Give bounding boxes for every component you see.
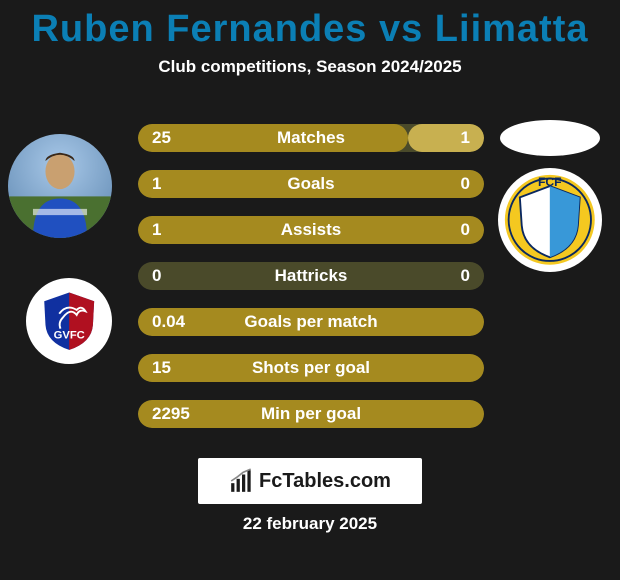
stat-label: Assists xyxy=(138,220,484,240)
svg-text:FCF: FCF xyxy=(538,175,562,189)
stat-value-right: 0 xyxy=(461,220,470,240)
stat-value-right: 1 xyxy=(461,128,470,148)
player-avatar-left xyxy=(8,134,112,238)
stat-bar: 2295Min per goal xyxy=(138,400,484,428)
stat-label: Shots per goal xyxy=(138,358,484,378)
club-badge-right: FCF xyxy=(498,168,602,272)
stat-label: Matches xyxy=(138,128,484,148)
stat-label: Goals per match xyxy=(138,312,484,332)
club-crest-left-icon: GVFC xyxy=(38,290,100,352)
footer-date: 22 february 2025 xyxy=(0,514,620,534)
brand-name: FcTables.com xyxy=(259,470,391,493)
player-photo-icon xyxy=(8,134,112,238)
stat-bar: 1Assists0 xyxy=(138,216,484,244)
svg-text:GVFC: GVFC xyxy=(53,329,84,341)
player-avatar-right-placeholder xyxy=(500,120,600,156)
stat-bar: 0.04Goals per match xyxy=(138,308,484,336)
stat-label: Min per goal xyxy=(138,404,484,424)
stat-bars-container: 25Matches11Goals01Assists00Hattricks00.0… xyxy=(138,124,484,446)
club-badge-left: GVFC xyxy=(26,278,112,364)
club-crest-right-icon: FCF xyxy=(503,173,597,267)
stat-bar: 0Hattricks0 xyxy=(138,262,484,290)
page-subtitle: Club competitions, Season 2024/2025 xyxy=(0,57,620,77)
stat-bar: 15Shots per goal xyxy=(138,354,484,382)
stat-value-right: 0 xyxy=(461,266,470,286)
stat-bar: 25Matches1 xyxy=(138,124,484,152)
brand-logo[interactable]: FcTables.com xyxy=(198,458,422,504)
stat-bar: 1Goals0 xyxy=(138,170,484,198)
stat-label: Hattricks xyxy=(138,266,484,286)
stat-value-right: 0 xyxy=(461,174,470,194)
stat-label: Goals xyxy=(138,174,484,194)
page-title: Ruben Fernandes vs Liimatta xyxy=(0,0,620,51)
chart-icon xyxy=(229,468,255,494)
